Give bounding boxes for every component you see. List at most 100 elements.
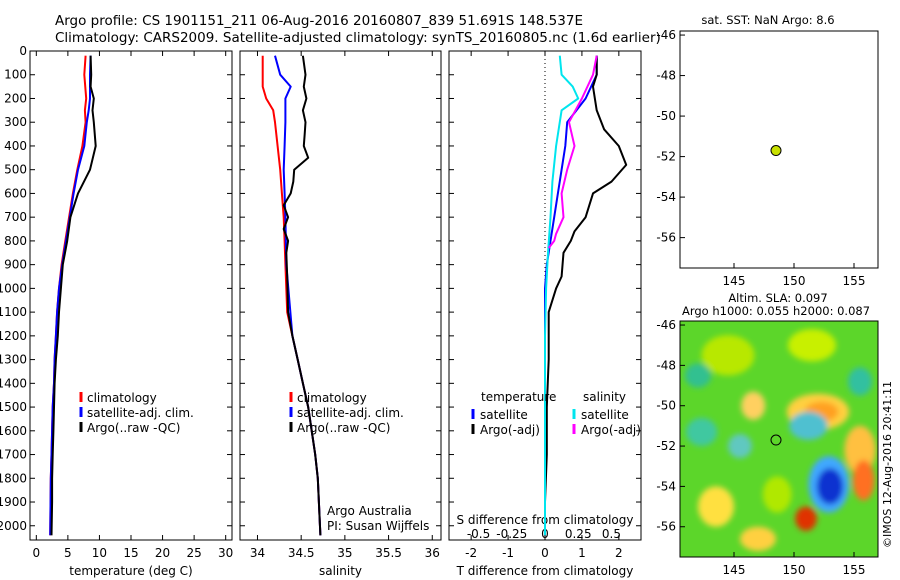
depth-tick-label: 1800 xyxy=(0,471,27,485)
salinity-annotation: PI: Susan Wijffels xyxy=(327,519,429,533)
difference-series-temperature-argo-adj xyxy=(544,55,628,536)
difference-legend-entry: Argo(-adj) xyxy=(581,423,641,437)
salinity-axes-frame xyxy=(239,50,442,541)
depth-tick-label: 1900 xyxy=(0,495,27,509)
sla_map-ytick-label: -50 xyxy=(656,399,676,413)
sla-heatmap-cell xyxy=(848,367,872,396)
difference-s-tick-label: 0.5 xyxy=(602,527,621,541)
sla-heatmap-cell xyxy=(789,411,828,441)
profile-title: Argo profile: CS 1901151_211 06-Aug-2016… xyxy=(55,13,583,29)
difference-legend-entry: Argo(-adj) xyxy=(480,423,540,437)
temperature-xtick-label: 5 xyxy=(64,546,72,560)
difference-xtick-label: -1 xyxy=(502,546,514,560)
sla-heatmap-cell xyxy=(788,329,836,362)
sla-heatmap-layer xyxy=(680,321,878,557)
temperature-series-climatology xyxy=(49,55,88,536)
imos-timestamp-label: ©IMOS 12-Aug-2016 20:41:11 xyxy=(881,381,894,548)
sla-heatmap-cell xyxy=(701,335,755,376)
depth-tick-label: 1700 xyxy=(0,448,27,462)
difference-series-salinity-satellite xyxy=(544,55,580,536)
difference-xtick-label: 0 xyxy=(541,546,549,560)
temperature-xtick-label: 30 xyxy=(218,546,233,560)
sst_map-xtick-label: 150 xyxy=(783,274,806,288)
salinity-legend-entry: climatology xyxy=(297,391,367,405)
salinity-xtick-label: 34 xyxy=(250,546,265,560)
climatology-subtitle: Climatology: CARS2009. Satellite-adjuste… xyxy=(55,30,661,46)
salinity-legend-entry: Argo(..raw -QC) xyxy=(297,421,390,435)
depth-tick-label: 400 xyxy=(4,139,27,153)
salinity-xtick-label: 36 xyxy=(425,546,440,560)
sst_map-ytick-label: -48 xyxy=(656,69,676,83)
sst_map-ytick-label: -52 xyxy=(656,150,676,164)
depth-tick-label: 1000 xyxy=(0,281,27,295)
temperature-series-argo-raw-qc xyxy=(50,55,97,536)
temperature-legend-entry: climatology xyxy=(87,391,157,405)
sla-heatmap-cell xyxy=(852,460,875,501)
depth-tick-label: 900 xyxy=(4,258,27,272)
depth-tick-label: 500 xyxy=(4,163,27,177)
sla_map-ytick-label: -54 xyxy=(656,479,676,493)
sla-heatmap-cell xyxy=(698,486,734,527)
depth-tick-label: 1300 xyxy=(0,353,27,367)
sla-heatmap-cell xyxy=(728,433,752,459)
difference-legend-entry: satellite xyxy=(480,408,528,422)
sst_map-ytick-label: -54 xyxy=(656,190,676,204)
salinity-annotation: Argo Australia xyxy=(327,504,412,518)
depth-tick-label: 1400 xyxy=(0,376,27,390)
salinity-series-argo-raw-qc xyxy=(282,55,322,536)
temperature-legend-entry: satellite-adj. clim. xyxy=(87,406,194,420)
salinity-xtick-label: 35 xyxy=(337,546,352,560)
difference-s-tick-label: -0.5 xyxy=(467,527,490,541)
sst_map-ytick-label: -56 xyxy=(656,231,676,245)
sla-heatmap-cell xyxy=(740,526,776,551)
depth-tick-label: 1100 xyxy=(0,305,27,319)
temperature-xtick-label: 0 xyxy=(32,546,40,560)
depth-tick-label: 800 xyxy=(4,234,27,248)
sla_map-xtick-label: 150 xyxy=(783,563,806,577)
difference-legend-entry: satellite xyxy=(581,408,629,422)
temperature-xtick-label: 15 xyxy=(123,546,138,560)
sst_map-xtick-label: 155 xyxy=(843,274,866,288)
depth-tick-label: 200 xyxy=(4,91,27,105)
depth-tick-label: 300 xyxy=(4,115,27,129)
depth-tick-label: 100 xyxy=(4,68,27,82)
sla_map-ytick-label: -48 xyxy=(656,358,676,372)
sst_map-ytick-label: -50 xyxy=(656,109,676,123)
difference-legend-title-salinity: salinity xyxy=(583,390,626,404)
sla_map-argo-location-point xyxy=(770,434,782,446)
sla-heatmap-cell xyxy=(741,391,766,420)
depth-tick-label: 0 xyxy=(19,44,27,58)
temperature-legend-entry: Argo(..raw -QC) xyxy=(87,421,180,435)
difference-s-tick-label: 0.25 xyxy=(565,527,592,541)
salinity-xtick-label: 34.5 xyxy=(288,546,315,560)
sla-map-title-line1: Altim. SLA: 0.097 xyxy=(728,291,827,305)
depth-tick-label: 1600 xyxy=(0,424,27,438)
difference-series-salinity-argo-adj xyxy=(547,55,598,249)
sla_map-ytick-label: -56 xyxy=(656,520,676,534)
difference-legend-title-temperature: temperature xyxy=(481,390,556,404)
sst_map-axes-frame xyxy=(679,30,879,269)
temperature-xtick-label: 10 xyxy=(92,546,107,560)
sla-heatmap-cell xyxy=(686,417,718,447)
salinity-xtick-label: 35.5 xyxy=(375,546,402,560)
difference-s-tick-label: -0.25 xyxy=(496,527,527,541)
sla-heatmap-cell xyxy=(795,506,817,531)
sla-heatmap-cell xyxy=(762,476,792,513)
sla-heatmap-cell xyxy=(816,468,844,505)
sla_map-xtick-label: 145 xyxy=(723,563,746,577)
temperature-xtick-label: 25 xyxy=(186,546,201,560)
sla_map-ytick-label: -52 xyxy=(656,439,676,453)
sst-map-title: sat. SST: NaN Argo: 8.6 xyxy=(701,13,834,27)
depth-tick-label: 1500 xyxy=(0,400,27,414)
depth-tick-label: 2000 xyxy=(0,519,27,533)
sla_map-xtick-label: 155 xyxy=(843,563,866,577)
salinity-legend-entry: satellite-adj. clim. xyxy=(297,406,404,420)
sla-map-title-line2: Argo h1000: 0.055 h2000: 0.087 xyxy=(682,304,870,318)
temperature-xtick-label: 20 xyxy=(155,546,170,560)
sst_map-argo-location-point xyxy=(770,145,782,157)
sla_map-ytick-label: -46 xyxy=(656,318,676,332)
difference-xlabel: T difference from climatology xyxy=(456,564,634,578)
salinity-series-climatology xyxy=(261,55,322,536)
sst_map-ytick-label: -46 xyxy=(656,28,676,42)
